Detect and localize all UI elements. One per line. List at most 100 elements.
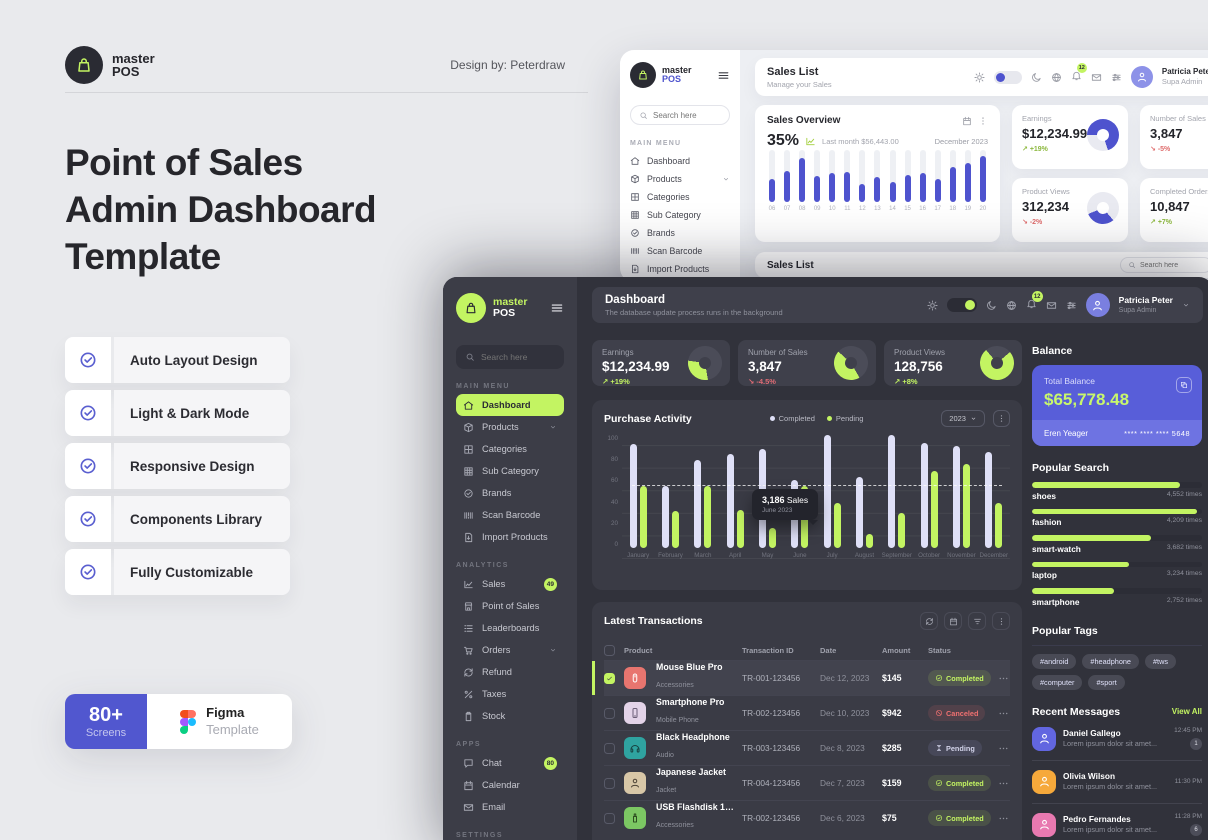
x-tick-label: 13 [874,206,881,212]
chevron-down-icon [549,646,557,654]
message-item-olivia-wilson[interactable]: Olivia Wilson Lorem ipsum dolor sit amet.… [1032,761,1202,804]
col-amount: Amount [882,645,911,655]
calendar-icon[interactable] [962,116,972,126]
kebab-menu-button[interactable] [992,410,1010,427]
message-item-pedro-fernandes[interactable]: Pedro Fernandes Lorem ipsum dolor sit ame… [1032,804,1202,840]
copy-button[interactable] [1176,377,1192,393]
table-search[interactable] [1120,257,1208,273]
transaction-row-smartphone-pro[interactable]: Smartphone Pro Mobile Phone TR-002-123456 D… [604,695,1010,730]
menu-icon[interactable] [550,301,564,315]
tag--sport[interactable]: #sport [1088,674,1125,690]
transaction-row-usb-flashdisk-16gb[interactable]: USB Flashdisk 16GB Accessories TR-002-1234… [604,800,1010,835]
globe-icon[interactable] [1006,300,1017,311]
sidebar-item-stock[interactable]: Stock [456,705,564,727]
transaction-date: Dec 7, 2023 [820,778,865,788]
sidebar-search[interactable] [456,345,564,369]
sidebar-item-brands[interactable]: Brands [630,224,730,242]
calendar-button[interactable] [944,612,962,630]
row-actions-button[interactable] [996,743,1010,754]
sidebar-item-sub-category[interactable]: Sub Category [630,206,730,224]
status-badge: Completed [928,775,991,791]
refresh-button[interactable] [920,612,938,630]
year-select[interactable]: 2023 [941,410,985,427]
sidebar-item-dashboard[interactable]: Dashboard [630,152,730,170]
filter-button[interactable] [968,612,986,630]
sidebar-item-calendar[interactable]: Calendar [456,774,564,796]
row-checkbox[interactable] [604,672,615,684]
dark-dashboard-window: master POS MAIN MENU Dashboard Products Cat… [443,277,1208,840]
search-input[interactable] [653,110,723,120]
sidebar-search[interactable] [630,105,730,125]
sidebar-item-sales[interactable]: Sales 49 [456,573,564,595]
chevron-down-icon [722,175,730,183]
product-thumbnail [624,807,646,829]
mail-icon[interactable] [1091,72,1102,83]
avatar[interactable] [1085,293,1110,317]
tag--android[interactable]: #android [1032,653,1077,669]
sliders-icon[interactable] [1111,72,1122,83]
avatar[interactable] [1130,66,1153,88]
row-checkbox[interactable] [604,812,615,824]
moon-icon[interactable] [1031,72,1042,83]
row-actions-button[interactable] [996,778,1010,789]
sidebar-item-import-products[interactable]: Import Products [630,260,730,278]
sidebar-item-point-of-sales[interactable]: Point of Sales [456,595,564,617]
transaction-row-japanese-jacket[interactable]: Japanese Jacket Jacket TR-004-123456 Dec 7,… [604,765,1010,800]
sidebar-item-categories[interactable]: Categories [630,188,730,206]
moon-icon[interactable] [986,300,997,311]
sidebar-item-refund[interactable]: Refund [456,661,564,683]
check-square [65,390,111,436]
bell-icon[interactable] [1026,298,1037,309]
sidebar-item-orders[interactable]: Orders [456,639,564,661]
sidebar-item-chat[interactable]: Chat 80 [456,752,564,774]
ellipsis-icon [998,743,1009,754]
bell-icon[interactable] [1071,70,1082,81]
sidebar-item-products[interactable]: Products [630,170,730,188]
chevron-down-icon[interactable] [1182,301,1190,309]
stat-card-product-views: Product Views 312,234 ↘ -2% [1012,178,1128,242]
user-info[interactable]: Patricia Peter Supa Admin [1119,295,1173,315]
search-input[interactable] [1140,261,1200,269]
search-input[interactable] [481,352,551,362]
menu-icon[interactable] [717,69,730,82]
sidebar-item-leaderboards[interactable]: Leaderboards [456,617,564,639]
sidebar-item-scan-barcode[interactable]: Scan Barcode [630,242,730,260]
sun-icon[interactable] [974,71,985,83]
row-actions-button[interactable] [996,673,1010,684]
tag--computer[interactable]: #computer [1032,674,1083,690]
row-checkbox[interactable] [604,707,615,719]
view-all-link[interactable]: View All [1171,707,1202,716]
mail-icon[interactable] [1046,300,1057,311]
kebab-menu-button[interactable] [992,612,1010,630]
sidebar-item-products[interactable]: Products [456,416,564,438]
light-dashboard-window: master POS MAIN MENU Dashboard Products Ca… [620,50,1208,282]
sidebar-item-scan-barcode[interactable]: Scan Barcode [456,504,564,526]
filter-icon [973,617,982,626]
transaction-amount: $145 [882,673,902,683]
row-checkbox[interactable] [604,742,615,754]
sun-icon[interactable] [927,299,938,311]
sidebar-item-brands[interactable]: Brands [456,482,564,504]
row-checkbox[interactable] [604,777,615,789]
sidebar-item-categories[interactable]: Categories [456,438,564,460]
transaction-row-mouse-blue-pro[interactable]: Mouse Blue Pro Accessories TR-001-123456 De… [592,660,1010,695]
sidebar-item-dashboard[interactable]: Dashboard [456,394,564,416]
tag--tws[interactable]: #tws [1145,653,1177,669]
row-actions-button[interactable] [996,813,1010,824]
user-info[interactable]: Patricia Peter Supa Admin [1162,67,1208,86]
row-actions-button[interactable] [996,708,1010,719]
globe-icon[interactable] [1051,72,1062,83]
sliders-icon[interactable] [1066,300,1077,311]
message-item-daniel-gallego[interactable]: Daniel Gallego Lorem ipsum dolor sit amet… [1032,718,1202,761]
sidebar-item-import-products[interactable]: Import Products [456,526,564,548]
transaction-row-black-headphone[interactable]: Black Headphone Audio TR-003-123456 Dec 8, … [604,730,1010,765]
theme-toggle[interactable] [993,70,1022,84]
kebab-menu-icon[interactable] [978,116,988,126]
theme-toggle[interactable] [946,298,977,312]
search-term: smart-watch [1032,543,1081,554]
sidebar-item-email[interactable]: Email [456,796,564,818]
sidebar-item-taxes[interactable]: Taxes [456,683,564,705]
select-all-checkbox[interactable] [604,644,615,656]
tag--headphone[interactable]: #headphone [1082,653,1139,669]
sidebar-item-sub-category[interactable]: Sub Category [456,460,564,482]
